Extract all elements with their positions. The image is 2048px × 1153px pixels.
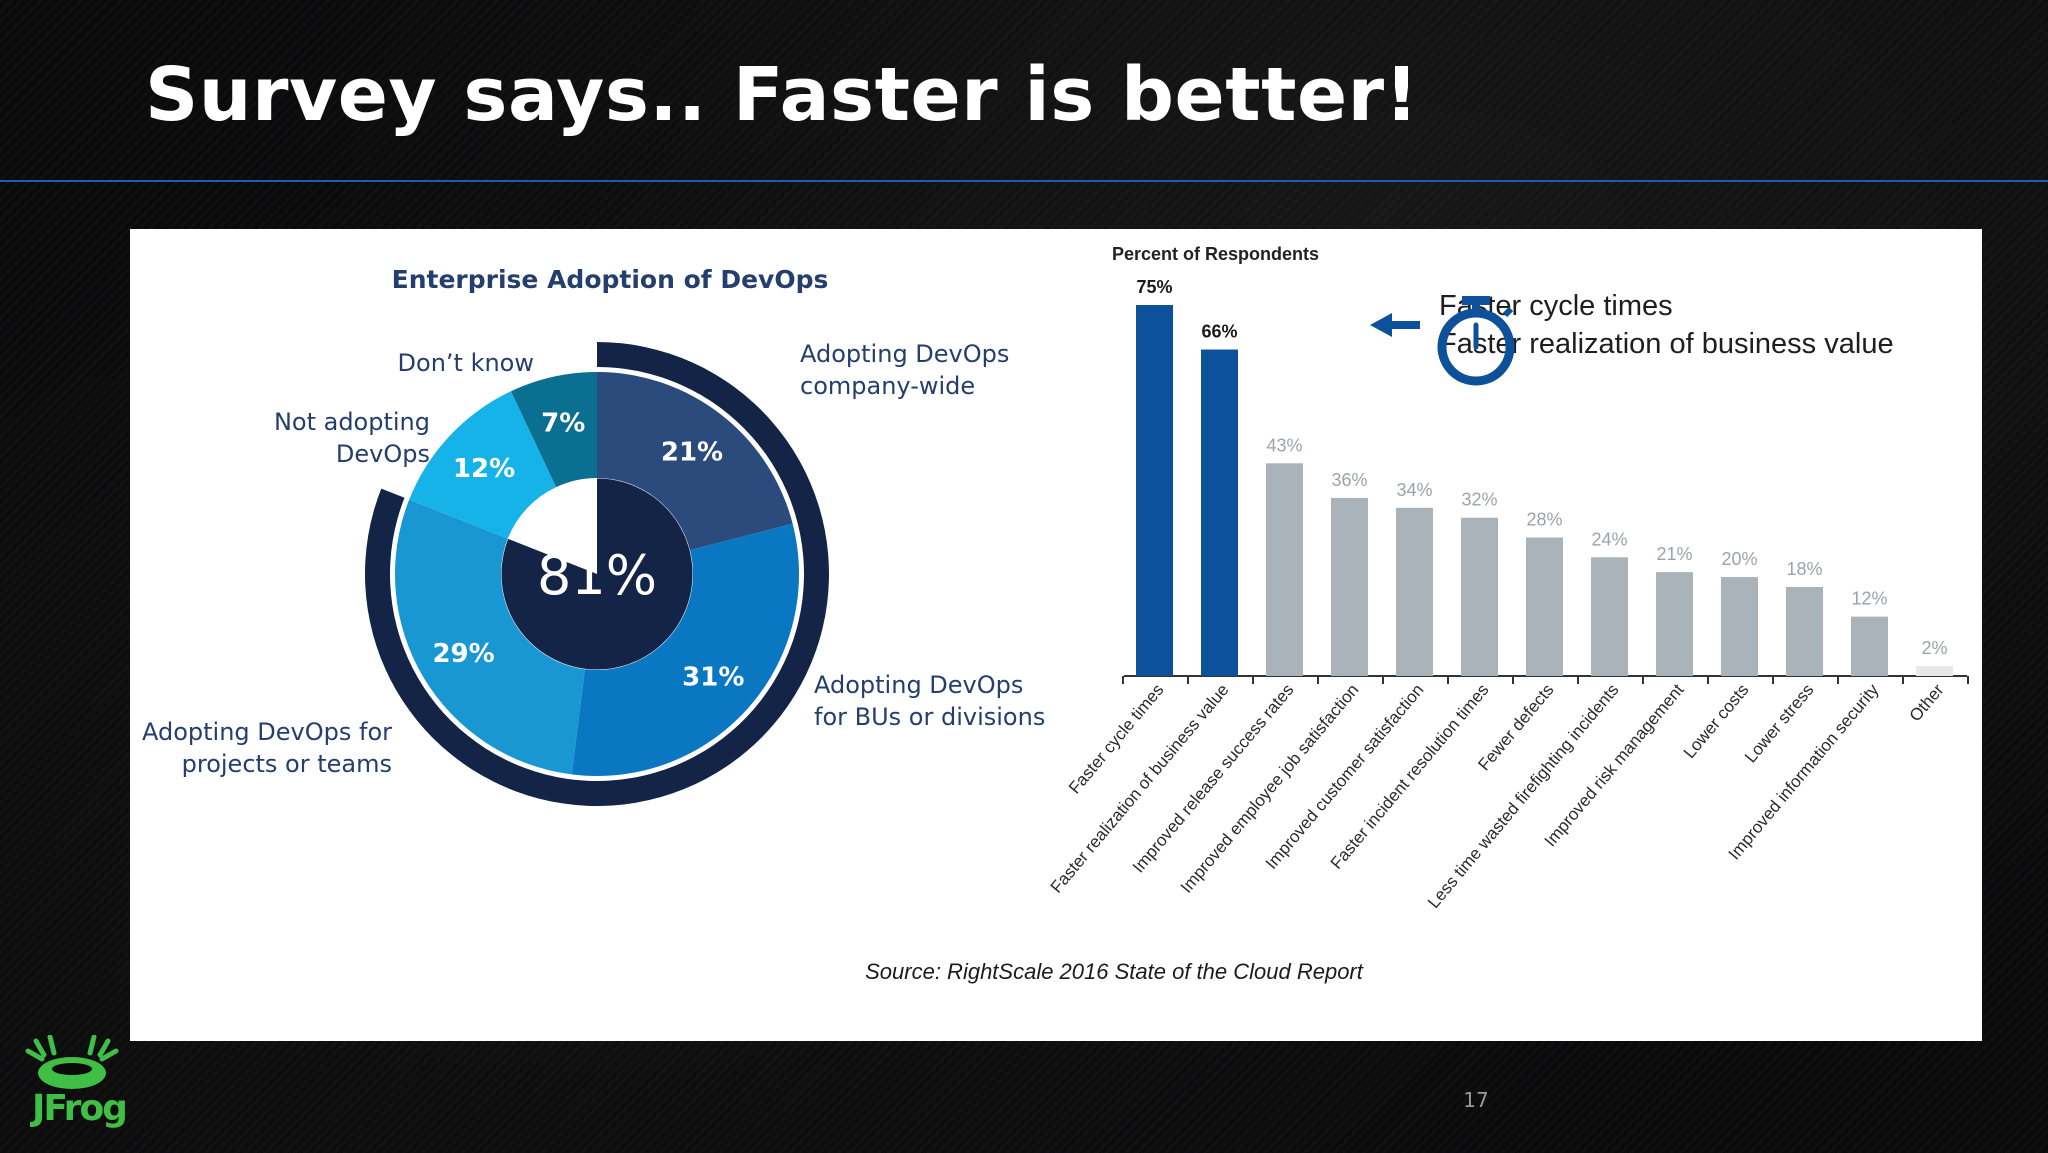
bar-lower-costs [1721,577,1758,676]
bar-value-label: 66% [1201,322,1237,342]
donut-title: Enterprise Adoption of DevOps [392,265,829,294]
slide-title: Survey says.. Faster is better! [145,52,1419,138]
donut-slice-value-label: 7% [541,409,585,439]
bar-improved-risk-management [1656,572,1693,676]
donut-center-fill [501,478,693,670]
donut-slice-name-label: Adopting DevOps [800,340,1009,368]
bar-chart-title: Percent of Respondents [1112,244,1319,264]
bar-lower-stress [1786,586,1823,676]
bar-value-label: 24% [1591,529,1627,549]
donut-slice-name-label: company-wide [800,372,975,400]
title-divider [0,180,2048,182]
donut-slice-value-label: 12% [453,454,515,484]
donut-center-label: 81% [537,544,657,607]
page-number: 17 [1463,1088,1489,1112]
callout: Faster cycle times Faster realization of… [1370,290,1894,386]
logo-text: JFrog [32,1088,128,1129]
donut-slice-name-label: for BUs or divisions [814,703,1045,731]
donut-chart: Enterprise Adoption of DevOps 21% Adoptin… [142,265,1045,806]
figure-svg: Enterprise Adoption of DevOps 21% Adoptin… [142,244,1969,984]
donut-slice-not-adopting-devops [409,391,557,539]
bar-improved-release-success-rates [1266,463,1303,676]
donut-slice-adopting-devops-company-wide [597,372,793,551]
donut-slice-name-label: Not adopting [274,408,430,436]
bar-value-label: 21% [1656,544,1692,564]
donut-slice-name-label: Don’t know [398,349,534,377]
stopwatch-button [1502,306,1514,318]
donut-slice-adopting-devops-for-bus-or-divisions [571,523,799,777]
left-arrow-icon [1370,313,1420,337]
source-note: Source: RightScale 2016 State of the Clo… [865,959,1364,984]
donut-slice-name-label: projects or teams [182,750,392,778]
donut-slice-don-t-know [510,372,597,488]
donut-slice-name-label: DevOps [336,440,430,468]
figure-panel: Enterprise Adoption of DevOps 21% Adoptin… [130,229,1982,1041]
donut-slice-name-label: Adopting DevOps for [142,718,392,746]
bar-value-label: 28% [1526,509,1562,529]
x-tick-label: Lower costs [1680,680,1753,762]
bar-faster-incident-resolution-times [1461,517,1498,676]
donut-slice-adopting-devops-for-projects-or-teams [395,499,585,775]
bar-value-label: 18% [1786,559,1822,579]
bar-improved-customer-satisfaction [1396,507,1433,676]
bar-value-label: 43% [1266,435,1302,455]
bar-less-time-wasted-firefighting-incidents [1591,557,1628,676]
donut-slice-value-label: 21% [661,438,723,468]
bar-other [1916,666,1953,676]
bar-improved-information-security [1851,616,1888,676]
bar-value-label: 75% [1136,277,1172,297]
callout-line-2: Faster realization of business value [1439,328,1894,360]
bar-faster-cycle-times [1136,305,1173,676]
bar-value-label: 20% [1721,549,1757,569]
donut-slice-value-label: 29% [432,639,494,669]
bar-value-label: 2% [1921,638,1947,658]
x-tick-label: Improved risk management [1541,680,1688,850]
bar-value-label: 34% [1396,480,1432,500]
donut-slice-value-label: 31% [682,663,744,693]
donut-slice-name-label: Adopting DevOps [814,671,1023,699]
bar-value-label: 36% [1331,470,1367,490]
bar-fewer-defects [1526,537,1563,676]
x-tick-label: Other [1906,680,1948,725]
stopwatch-crown [1462,296,1490,305]
bar-value-label: 12% [1851,589,1887,609]
bar-faster-realization-of-business-value [1201,349,1238,676]
stopwatch-stem [1472,303,1480,313]
bar-value-label: 32% [1461,490,1497,510]
jfrog-logo-icon [25,1035,119,1089]
bar-improved-employee-job-satisfaction [1331,497,1368,676]
